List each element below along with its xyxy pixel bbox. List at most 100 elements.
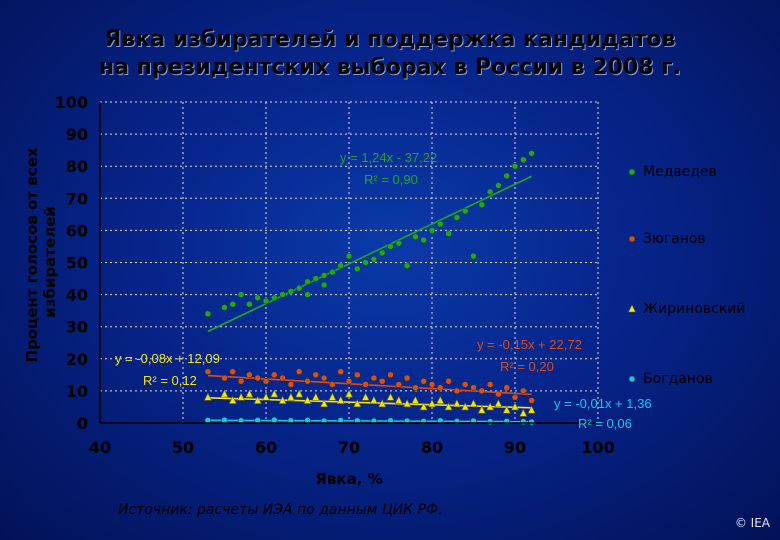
data-point: [528, 150, 535, 157]
data-point: [271, 294, 278, 302]
y-tick-label: 90: [66, 125, 88, 144]
y-tick-label: 50: [66, 254, 88, 273]
data-point: [320, 374, 328, 382]
data-point: [461, 402, 470, 411]
data-point: [437, 220, 444, 228]
trend-equation: y = -0,01x + 1,36: [554, 396, 652, 411]
data-point: [503, 172, 510, 180]
data-point: [370, 374, 378, 382]
data-point: [237, 378, 245, 385]
data-point: [486, 418, 494, 425]
data-point: [486, 402, 495, 411]
data-point: [528, 397, 535, 404]
data-point: [220, 389, 229, 398]
data-point: [369, 395, 378, 404]
y-tick-label: 30: [66, 318, 88, 337]
trend-equation: y = -0,08x + 12,09: [115, 351, 220, 366]
data-point: [329, 381, 336, 388]
legend-marker: [628, 235, 636, 243]
data-point: [511, 402, 519, 411]
data-point: [329, 268, 336, 276]
data-point: [520, 387, 527, 395]
data-point: [245, 389, 254, 398]
data-point: [246, 371, 253, 379]
x-tick-label: 90: [504, 438, 526, 457]
data-point: [403, 262, 411, 269]
y-tick-label: 40: [66, 286, 88, 305]
trend-line: [207, 397, 532, 409]
data-point: [502, 405, 511, 414]
data-point: [337, 262, 344, 269]
data-point: [469, 399, 478, 408]
data-point: [503, 384, 510, 391]
data-point: [403, 374, 411, 382]
data-point: [221, 416, 228, 424]
trend-equation: y = 1,24x - 37,22: [340, 150, 437, 165]
legend-marker: [628, 168, 636, 176]
data-point: [437, 384, 444, 391]
data-point: [361, 392, 370, 401]
data-point: [411, 395, 420, 404]
data-point: [262, 392, 270, 401]
data-point: [286, 392, 295, 401]
data-point: [304, 378, 311, 385]
data-point: [262, 378, 270, 385]
data-point: [279, 374, 286, 382]
data-point: [271, 371, 278, 379]
data-point: [520, 156, 527, 164]
data-point: [378, 249, 386, 257]
data-point: [453, 387, 461, 395]
legend-marker: [628, 375, 636, 383]
data-point: [203, 392, 212, 401]
data-point: [345, 389, 353, 398]
data-point: [461, 207, 469, 215]
data-point: [345, 378, 353, 385]
data-point: [403, 399, 412, 408]
data-point: [453, 214, 461, 221]
y-tick-label: 60: [66, 221, 88, 240]
data-point: [527, 405, 536, 414]
data-point: [419, 402, 428, 411]
data-point: [428, 381, 436, 388]
data-point: [304, 291, 311, 298]
trend-equation: y = -0,15x + 22,72: [477, 337, 582, 352]
data-point: [387, 371, 394, 379]
data-point: [494, 399, 503, 408]
data-point: [237, 392, 246, 401]
data-point: [461, 381, 469, 388]
y-tick-label: 10: [66, 382, 88, 401]
data-point: [287, 288, 295, 295]
data-point: [420, 236, 427, 244]
data-point: [295, 368, 303, 375]
x-tick-label: 80: [421, 438, 443, 457]
chart-title-line1: Явка избирателей и поддержка кандидатов: [104, 27, 676, 52]
y-axis-label-line2: избирателей: [41, 206, 59, 318]
data-point: [303, 395, 312, 404]
data-point: [395, 239, 403, 247]
legend-label: Жириновский: [643, 301, 745, 317]
y-tick-label: 0: [77, 414, 88, 433]
y-axis-label-line1: Процент голосов от всех: [23, 147, 41, 362]
data-point: [477, 405, 486, 414]
data-point: [312, 275, 320, 282]
data-point: [470, 252, 477, 260]
data-point: [378, 378, 386, 385]
x-tick-label: 100: [581, 438, 614, 457]
data-point: [228, 395, 237, 404]
data-point: [221, 304, 228, 311]
data-point: [311, 392, 320, 401]
data-point: [420, 378, 427, 385]
x-tick-label: 50: [172, 438, 194, 457]
data-point: [511, 162, 519, 170]
data-point: [262, 297, 270, 305]
data-point: [378, 399, 387, 408]
data-point: [386, 392, 395, 401]
trend-r2: R² = 0,90: [364, 172, 418, 187]
data-point: [320, 399, 329, 408]
data-point: [336, 395, 345, 404]
legend-label: Богданов: [643, 371, 713, 387]
data-point: [428, 399, 436, 408]
copyright: © IEA: [734, 516, 770, 530]
data-point: [278, 395, 287, 404]
